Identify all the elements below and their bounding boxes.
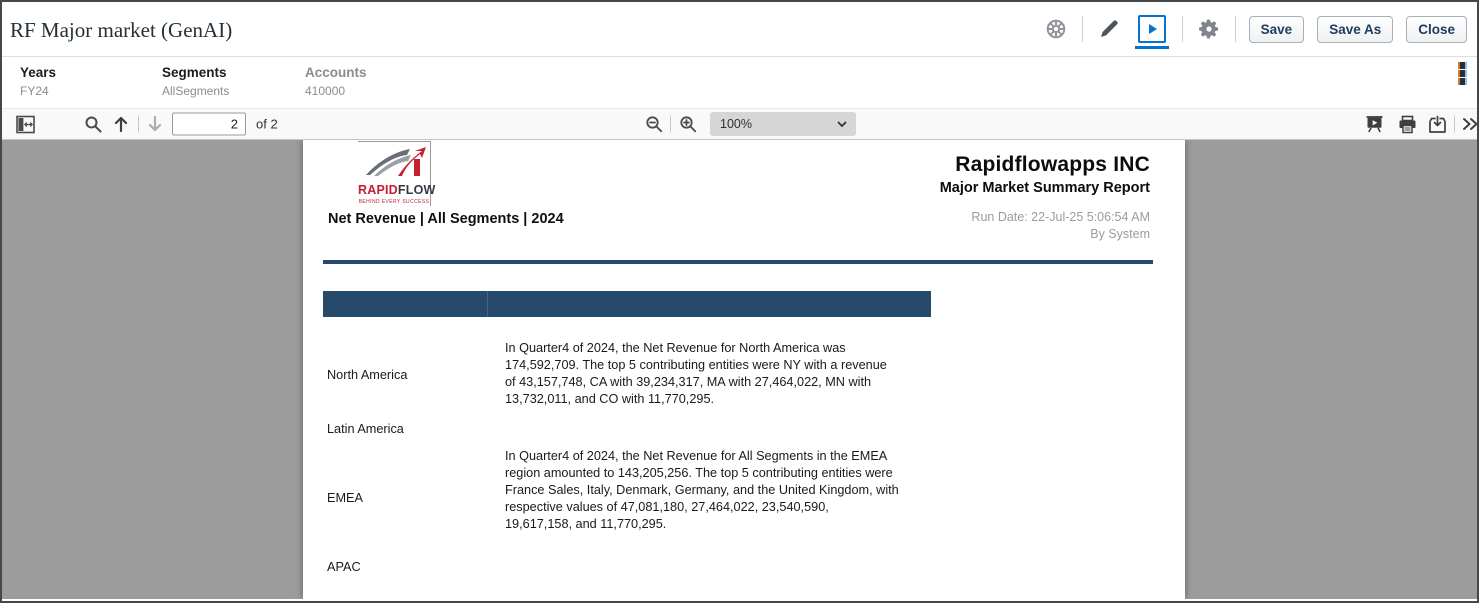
region-label: North America [327,368,408,382]
preview-play-icon[interactable] [1137,15,1166,43]
zoom-in-icon[interactable] [677,113,699,135]
report-header-block: Rapidflowapps INC Major Market Summary R… [940,153,1150,241]
pov-wheel-icon[interactable] [1043,16,1069,42]
brand-name: RAPIDFLOW [358,183,435,197]
save-button[interactable]: Save [1248,15,1305,43]
pdf-viewer-area[interactable]: RAPIDFLOW BEHIND EVERY SUCCESS Net Reven… [2,140,1477,599]
pdf-toolbar: of 2 100% [2,108,1477,140]
pov-dimension-accounts: Accounts 410000 [305,65,367,98]
download-icon[interactable] [1426,113,1448,135]
pdf-page: RAPIDFLOW BEHIND EVERY SUCCESS Net Reven… [303,140,1185,599]
toggle-sidebar-icon[interactable] [14,113,36,135]
region-label: APAC [327,560,361,574]
report-subtitle: Net Revenue | All Segments | 2024 [328,211,564,227]
company-name: Rapidflowapps INC [955,153,1150,176]
pov-label-segments[interactable]: Segments [162,65,227,80]
pov-dimension-segments: Segments AllSegments [162,65,229,98]
pov-label-accounts[interactable]: Accounts [305,65,367,80]
pov-bar: Years FY24 Segments AllSegments Accounts… [2,56,1477,108]
brand-tagline-row: BEHIND EVERY SUCCESS [358,199,430,205]
pov-value-segments: AllSegments [162,84,230,98]
brand-tagline: BEHIND EVERY SUCCESS [358,198,430,205]
titlebar-separator [1234,16,1236,42]
pov-dimension-years: Years FY24 [20,65,56,98]
region-label: EMEA [327,491,363,505]
toolbar-separator [138,115,139,133]
pov-value-years: FY24 [20,84,49,98]
save-as-button[interactable]: Save As [1317,15,1394,43]
edit-pencil-icon[interactable] [1096,16,1122,42]
next-page-icon[interactable] [144,113,166,135]
company-logo: RAPIDFLOW BEHIND EVERY SUCCESS [358,141,435,206]
settings-gear-icon[interactable] [1196,16,1222,42]
more-tools-chevrons-icon[interactable] [1459,113,1477,135]
previous-page-icon[interactable] [110,113,132,135]
print-icon[interactable] [1396,113,1418,135]
rapidflow-swoosh-icon [366,147,426,176]
titlebar-separator [1081,16,1083,42]
page-number-input[interactable] [172,112,246,136]
zoom-out-icon[interactable] [643,113,665,135]
header-rule [323,260,1153,264]
report-title: Major Market Summary Report [939,180,1150,196]
close-button[interactable]: Close [1406,15,1467,43]
run-by: By System [1090,227,1150,241]
zoom-level-dropdown[interactable]: 100% [710,112,856,136]
pov-options-grid-icon[interactable] [1458,62,1467,85]
search-icon[interactable] [82,113,104,135]
active-tab-underline [1134,46,1169,49]
zoom-level-value: 100% [720,117,752,131]
table-header-divider [487,291,488,317]
toolbar-separator [1454,115,1455,133]
region-label: Latin America [327,422,404,436]
preview-tab [1134,9,1169,49]
brand-name-secondary: FLOW [397,183,436,197]
page-title: RF Major market (GenAI) [10,17,233,42]
region-summary: In Quarter4 of 2024, the Net Revenue for… [505,341,887,406]
region-summary: In Quarter4 of 2024, the Net Revenue for… [505,449,899,531]
table-header-bar [323,291,931,317]
chevron-down-icon [837,121,847,128]
pov-value-accounts: 410000 [305,84,346,98]
titlebar: RF Major market (GenAI) [2,2,1477,56]
pov-label-years[interactable]: Years [20,65,57,80]
brand-name-primary: RAPID [358,183,398,197]
toolbar-separator [670,115,671,133]
titlebar-actions: Save Save As Close [1043,9,1467,49]
run-date: Run Date: 22-Jul-25 5:06:54 AM [971,210,1150,224]
page-count-label: of 2 [256,116,278,132]
presentation-mode-icon[interactable] [1363,113,1385,135]
titlebar-separator [1181,16,1183,42]
